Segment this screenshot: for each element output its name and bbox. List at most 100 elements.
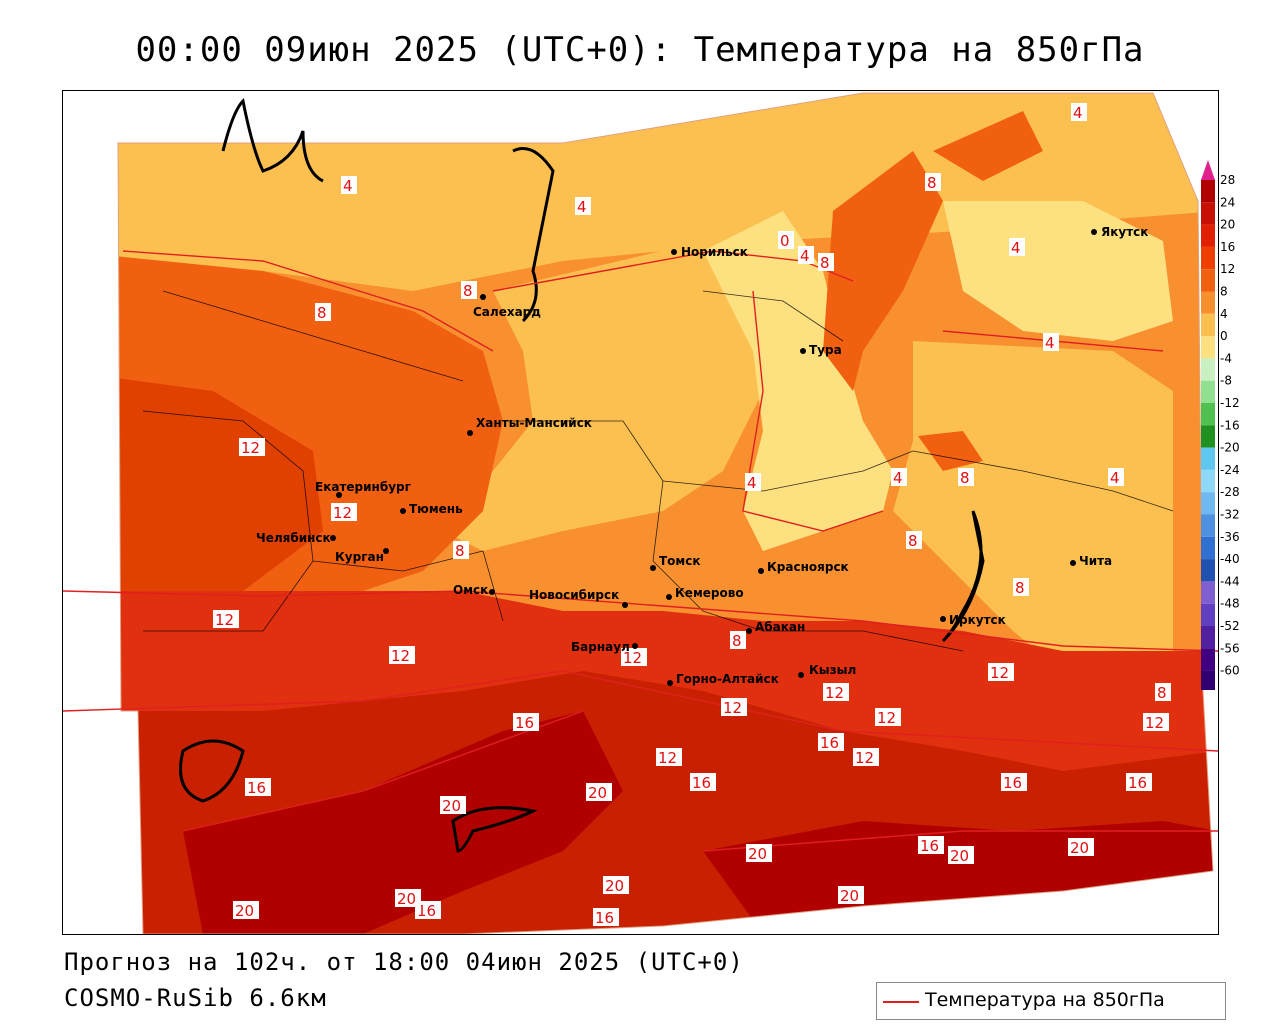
svg-text:Челябинск: Челябинск bbox=[256, 531, 331, 545]
city-gorno-altaysk[interactable]: Горно-Алтайск bbox=[667, 672, 779, 686]
svg-text:8: 8 bbox=[455, 542, 465, 560]
city-yakutsk[interactable]: Якутск bbox=[1091, 225, 1148, 239]
svg-text:20: 20 bbox=[748, 845, 767, 863]
city-yekaterinburg[interactable]: Екатеринбург bbox=[315, 480, 411, 498]
isotherm-label: 12 bbox=[239, 438, 265, 457]
isotherm-label: 12 bbox=[823, 683, 849, 702]
svg-text:20: 20 bbox=[588, 784, 607, 802]
svg-text:Омск: Омск bbox=[453, 583, 488, 597]
isotherm-label: 16 bbox=[818, 733, 844, 752]
city-tura[interactable]: Тура bbox=[800, 343, 842, 357]
svg-text:4: 4 bbox=[343, 177, 353, 195]
svg-text:12: 12 bbox=[825, 684, 844, 702]
svg-text:Екатеринбург: Екатеринбург bbox=[315, 480, 411, 494]
city-salekhard[interactable]: Салехард bbox=[473, 294, 541, 319]
city-novosibirsk[interactable]: Новосибирск bbox=[529, 588, 628, 608]
map-title: 00:00 09июн 2025 (UTC+0): Температура на… bbox=[135, 30, 1145, 70]
city-kyzyl[interactable]: Кызыл bbox=[798, 663, 856, 678]
city-abakan[interactable]: Абакан bbox=[746, 620, 805, 634]
colorbar-tick-label: -12 bbox=[1220, 396, 1240, 410]
colorbar-tick-label: -48 bbox=[1220, 597, 1240, 611]
isotherm-label: 16 bbox=[1126, 773, 1152, 792]
city-chita[interactable]: Чита bbox=[1070, 554, 1112, 568]
colorbar-swatch bbox=[1201, 358, 1215, 381]
isotherm-label: 0 bbox=[778, 231, 794, 250]
svg-text:12: 12 bbox=[990, 664, 1009, 682]
colorbar-swatch bbox=[1201, 469, 1215, 493]
city-tomsk[interactable]: Томск bbox=[650, 554, 701, 571]
isotherm-label: 8 bbox=[453, 541, 469, 560]
colorbar-swatch bbox=[1201, 447, 1215, 470]
isotherm-label: 16 bbox=[245, 778, 271, 797]
svg-text:Тюмень: Тюмень bbox=[409, 502, 463, 516]
city-norilsk[interactable]: Норильск bbox=[671, 245, 748, 259]
isotherm-label: 4 bbox=[891, 468, 907, 487]
svg-text:16: 16 bbox=[692, 774, 711, 792]
colorbar-top-arrow bbox=[1201, 160, 1215, 180]
svg-text:Кызыл: Кызыл bbox=[809, 663, 856, 677]
svg-text:Горно-Алтайск: Горно-Алтайск bbox=[676, 672, 779, 686]
isotherm-label: 4 bbox=[798, 246, 814, 265]
city-tyumen[interactable]: Тюмень bbox=[400, 502, 463, 516]
svg-text:4: 4 bbox=[577, 198, 587, 216]
isotherm-label: 4 bbox=[1108, 468, 1124, 487]
colorbar-tick-label: -16 bbox=[1220, 418, 1240, 432]
temperature-field bbox=[118, 93, 1213, 934]
svg-text:12: 12 bbox=[1145, 714, 1164, 732]
svg-text:4: 4 bbox=[1011, 239, 1021, 257]
isotherm-label: 12 bbox=[621, 648, 647, 667]
city-kurgan[interactable]: Курган bbox=[335, 548, 389, 564]
city-markers: Норильск Якутск Салехард Тура Ханты-Манс… bbox=[256, 225, 1148, 686]
svg-text:Якутск: Якутск bbox=[1101, 225, 1148, 239]
city-khanty-mansiysk[interactable]: Ханты-Мансийск bbox=[467, 416, 592, 436]
svg-text:Барнаул: Барнаул bbox=[571, 640, 630, 654]
svg-text:8: 8 bbox=[908, 532, 918, 550]
isotherm-label: 20 bbox=[586, 783, 612, 802]
colorbar-tick-label: 28 bbox=[1220, 173, 1235, 187]
svg-text:4: 4 bbox=[1110, 469, 1120, 487]
city-kemerovo[interactable]: Кемерово bbox=[666, 586, 744, 600]
isotherm-label: 8 bbox=[906, 531, 922, 550]
city-krasnoyarsk[interactable]: Красноярск bbox=[758, 560, 849, 574]
colorbar-tick-label: -24 bbox=[1220, 463, 1240, 477]
colorbar-tick-label: -40 bbox=[1220, 552, 1240, 566]
svg-text:Курган: Курган bbox=[335, 550, 384, 564]
svg-text:12: 12 bbox=[391, 647, 410, 665]
isotherm-label: 12 bbox=[656, 748, 682, 767]
svg-text:12: 12 bbox=[623, 649, 642, 667]
svg-text:4: 4 bbox=[1045, 334, 1055, 352]
colorbar-swatch bbox=[1201, 246, 1215, 270]
colorbar-swatch bbox=[1201, 536, 1215, 560]
isotherm-labels: 4 4 4 4 4 4 0 4 4 4 8 8 8 8 8 8 8 8 8 8 … bbox=[213, 103, 1171, 927]
isotherm-label: 4 bbox=[575, 197, 591, 216]
colorbar-tick-label: -56 bbox=[1220, 641, 1240, 655]
svg-text:16: 16 bbox=[417, 902, 436, 920]
svg-text:16: 16 bbox=[515, 714, 534, 732]
svg-text:4: 4 bbox=[800, 247, 810, 265]
svg-text:12: 12 bbox=[877, 709, 896, 727]
colorbar-tick-label: -28 bbox=[1220, 485, 1240, 499]
svg-text:16: 16 bbox=[920, 837, 939, 855]
isotherm-label: 20 bbox=[603, 876, 629, 895]
city-chelyabinsk[interactable]: Челябинск bbox=[256, 531, 336, 545]
city-barnaul[interactable]: Барнаул bbox=[571, 640, 638, 654]
isotherm-label: 12 bbox=[213, 610, 239, 629]
isotherm-label: 20 bbox=[746, 844, 772, 863]
colorbar: 28 24 20 16 12 8 4 0 -4 -8 -12 -16 -20 -24 -28 -32 -36 -4… bbox=[1201, 160, 1280, 690]
legend: Температура на 850гПа bbox=[876, 982, 1226, 1020]
colorbar-swatch bbox=[1201, 202, 1215, 225]
isotherm-label: 20 bbox=[1068, 838, 1094, 857]
isotherm-label: 16 bbox=[415, 901, 441, 920]
svg-text:8: 8 bbox=[927, 174, 937, 192]
city-omsk[interactable]: Омск bbox=[453, 583, 495, 597]
colorbar-tick-label: 24 bbox=[1220, 195, 1235, 209]
svg-text:0: 0 bbox=[780, 232, 790, 250]
city-irkutsk[interactable]: Иркутск bbox=[940, 613, 1006, 627]
colorbar-swatch bbox=[1201, 380, 1215, 403]
isotherm-label: 20 bbox=[948, 846, 974, 865]
colorbar-tick-label: 4 bbox=[1220, 307, 1228, 321]
svg-text:20: 20 bbox=[950, 847, 969, 865]
svg-text:4: 4 bbox=[893, 469, 903, 487]
colorbar-graphic: 28 24 20 16 12 8 4 0 -4 -8 -12 -16 -20 -24 -28 -32 -36 -4… bbox=[1201, 160, 1240, 690]
colorbar-swatch bbox=[1201, 291, 1215, 314]
